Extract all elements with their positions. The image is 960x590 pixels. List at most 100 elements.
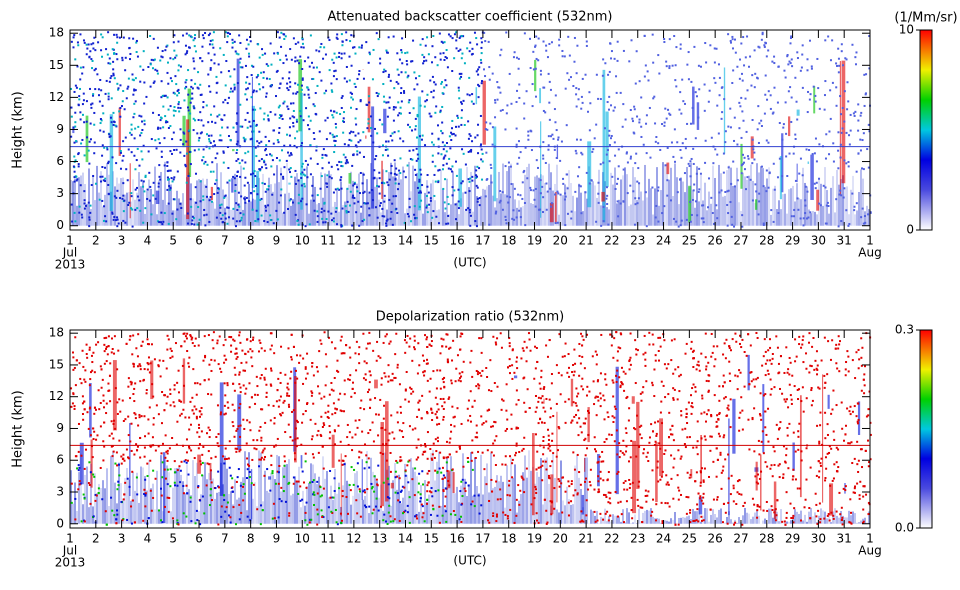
speck bbox=[331, 59, 333, 61]
speck bbox=[238, 206, 240, 208]
speck bbox=[243, 168, 245, 170]
speck bbox=[252, 209, 254, 211]
speck bbox=[270, 85, 272, 87]
speck bbox=[663, 41, 665, 43]
speck bbox=[531, 503, 533, 505]
speck bbox=[407, 335, 409, 337]
haze bbox=[154, 509, 156, 523]
speck bbox=[78, 98, 80, 100]
speck bbox=[481, 41, 483, 43]
speck bbox=[606, 203, 608, 205]
speck bbox=[417, 372, 419, 374]
speck bbox=[597, 396, 599, 398]
streak bbox=[724, 67, 725, 153]
speck bbox=[709, 90, 711, 92]
speck bbox=[103, 131, 105, 133]
speck bbox=[417, 438, 419, 440]
speck bbox=[510, 183, 512, 185]
speck bbox=[353, 469, 355, 471]
speck bbox=[187, 212, 189, 214]
speck bbox=[104, 215, 106, 217]
speck bbox=[116, 36, 118, 38]
speck bbox=[568, 79, 570, 81]
speck bbox=[157, 128, 159, 130]
haze bbox=[466, 496, 468, 524]
speck bbox=[278, 483, 280, 485]
speck bbox=[843, 159, 845, 161]
speck bbox=[330, 110, 332, 112]
speck bbox=[620, 92, 622, 94]
speck bbox=[754, 49, 756, 51]
speck bbox=[115, 53, 117, 55]
streak bbox=[797, 110, 800, 116]
speck bbox=[256, 193, 258, 195]
speck bbox=[535, 36, 537, 38]
speck bbox=[124, 222, 126, 224]
speck bbox=[567, 187, 569, 189]
speck bbox=[551, 202, 553, 204]
speck bbox=[235, 225, 237, 227]
speck bbox=[741, 226, 743, 228]
haze bbox=[396, 490, 398, 524]
speck bbox=[625, 450, 627, 452]
speck bbox=[169, 57, 171, 59]
speck bbox=[764, 113, 766, 115]
speck bbox=[270, 64, 272, 66]
speck bbox=[272, 470, 274, 472]
speck bbox=[404, 339, 406, 341]
speck bbox=[836, 367, 838, 369]
speck bbox=[638, 197, 640, 199]
speck bbox=[391, 431, 393, 433]
haze bbox=[696, 166, 698, 225]
speck bbox=[433, 90, 435, 92]
speck bbox=[208, 135, 210, 137]
speck bbox=[186, 462, 188, 464]
haze bbox=[208, 473, 210, 524]
haze bbox=[292, 494, 294, 524]
speck bbox=[449, 135, 451, 137]
speck bbox=[501, 463, 503, 465]
speck bbox=[157, 47, 159, 49]
haze bbox=[464, 211, 466, 226]
speck bbox=[785, 517, 787, 519]
speck bbox=[397, 69, 399, 71]
speck bbox=[793, 507, 795, 509]
speck bbox=[416, 148, 418, 150]
speck bbox=[195, 338, 197, 340]
speck bbox=[116, 190, 118, 192]
speck bbox=[236, 220, 238, 222]
speck bbox=[763, 452, 765, 454]
speck bbox=[203, 163, 205, 165]
haze bbox=[350, 505, 352, 524]
speck bbox=[301, 85, 303, 87]
speck bbox=[469, 181, 471, 183]
speck bbox=[314, 105, 316, 107]
speck bbox=[241, 159, 243, 161]
speck bbox=[131, 73, 133, 75]
haze bbox=[234, 479, 236, 523]
speck bbox=[565, 88, 567, 90]
speck bbox=[311, 195, 313, 197]
speck bbox=[174, 93, 176, 95]
haze bbox=[320, 172, 322, 225]
haze bbox=[224, 456, 226, 524]
speck bbox=[690, 123, 692, 125]
speck bbox=[374, 128, 376, 130]
speck bbox=[206, 484, 208, 486]
speck bbox=[89, 88, 91, 90]
speck bbox=[273, 52, 275, 54]
speck bbox=[393, 36, 395, 38]
speck bbox=[274, 517, 276, 519]
speck bbox=[709, 44, 711, 46]
speck bbox=[161, 223, 163, 225]
speck bbox=[675, 221, 677, 223]
haze bbox=[276, 455, 278, 524]
speck bbox=[471, 101, 473, 103]
speck bbox=[207, 393, 209, 395]
speck bbox=[136, 187, 138, 189]
speck bbox=[232, 425, 234, 427]
speck bbox=[845, 374, 847, 376]
speck bbox=[186, 33, 188, 35]
haze bbox=[642, 201, 644, 226]
speck bbox=[806, 148, 808, 150]
